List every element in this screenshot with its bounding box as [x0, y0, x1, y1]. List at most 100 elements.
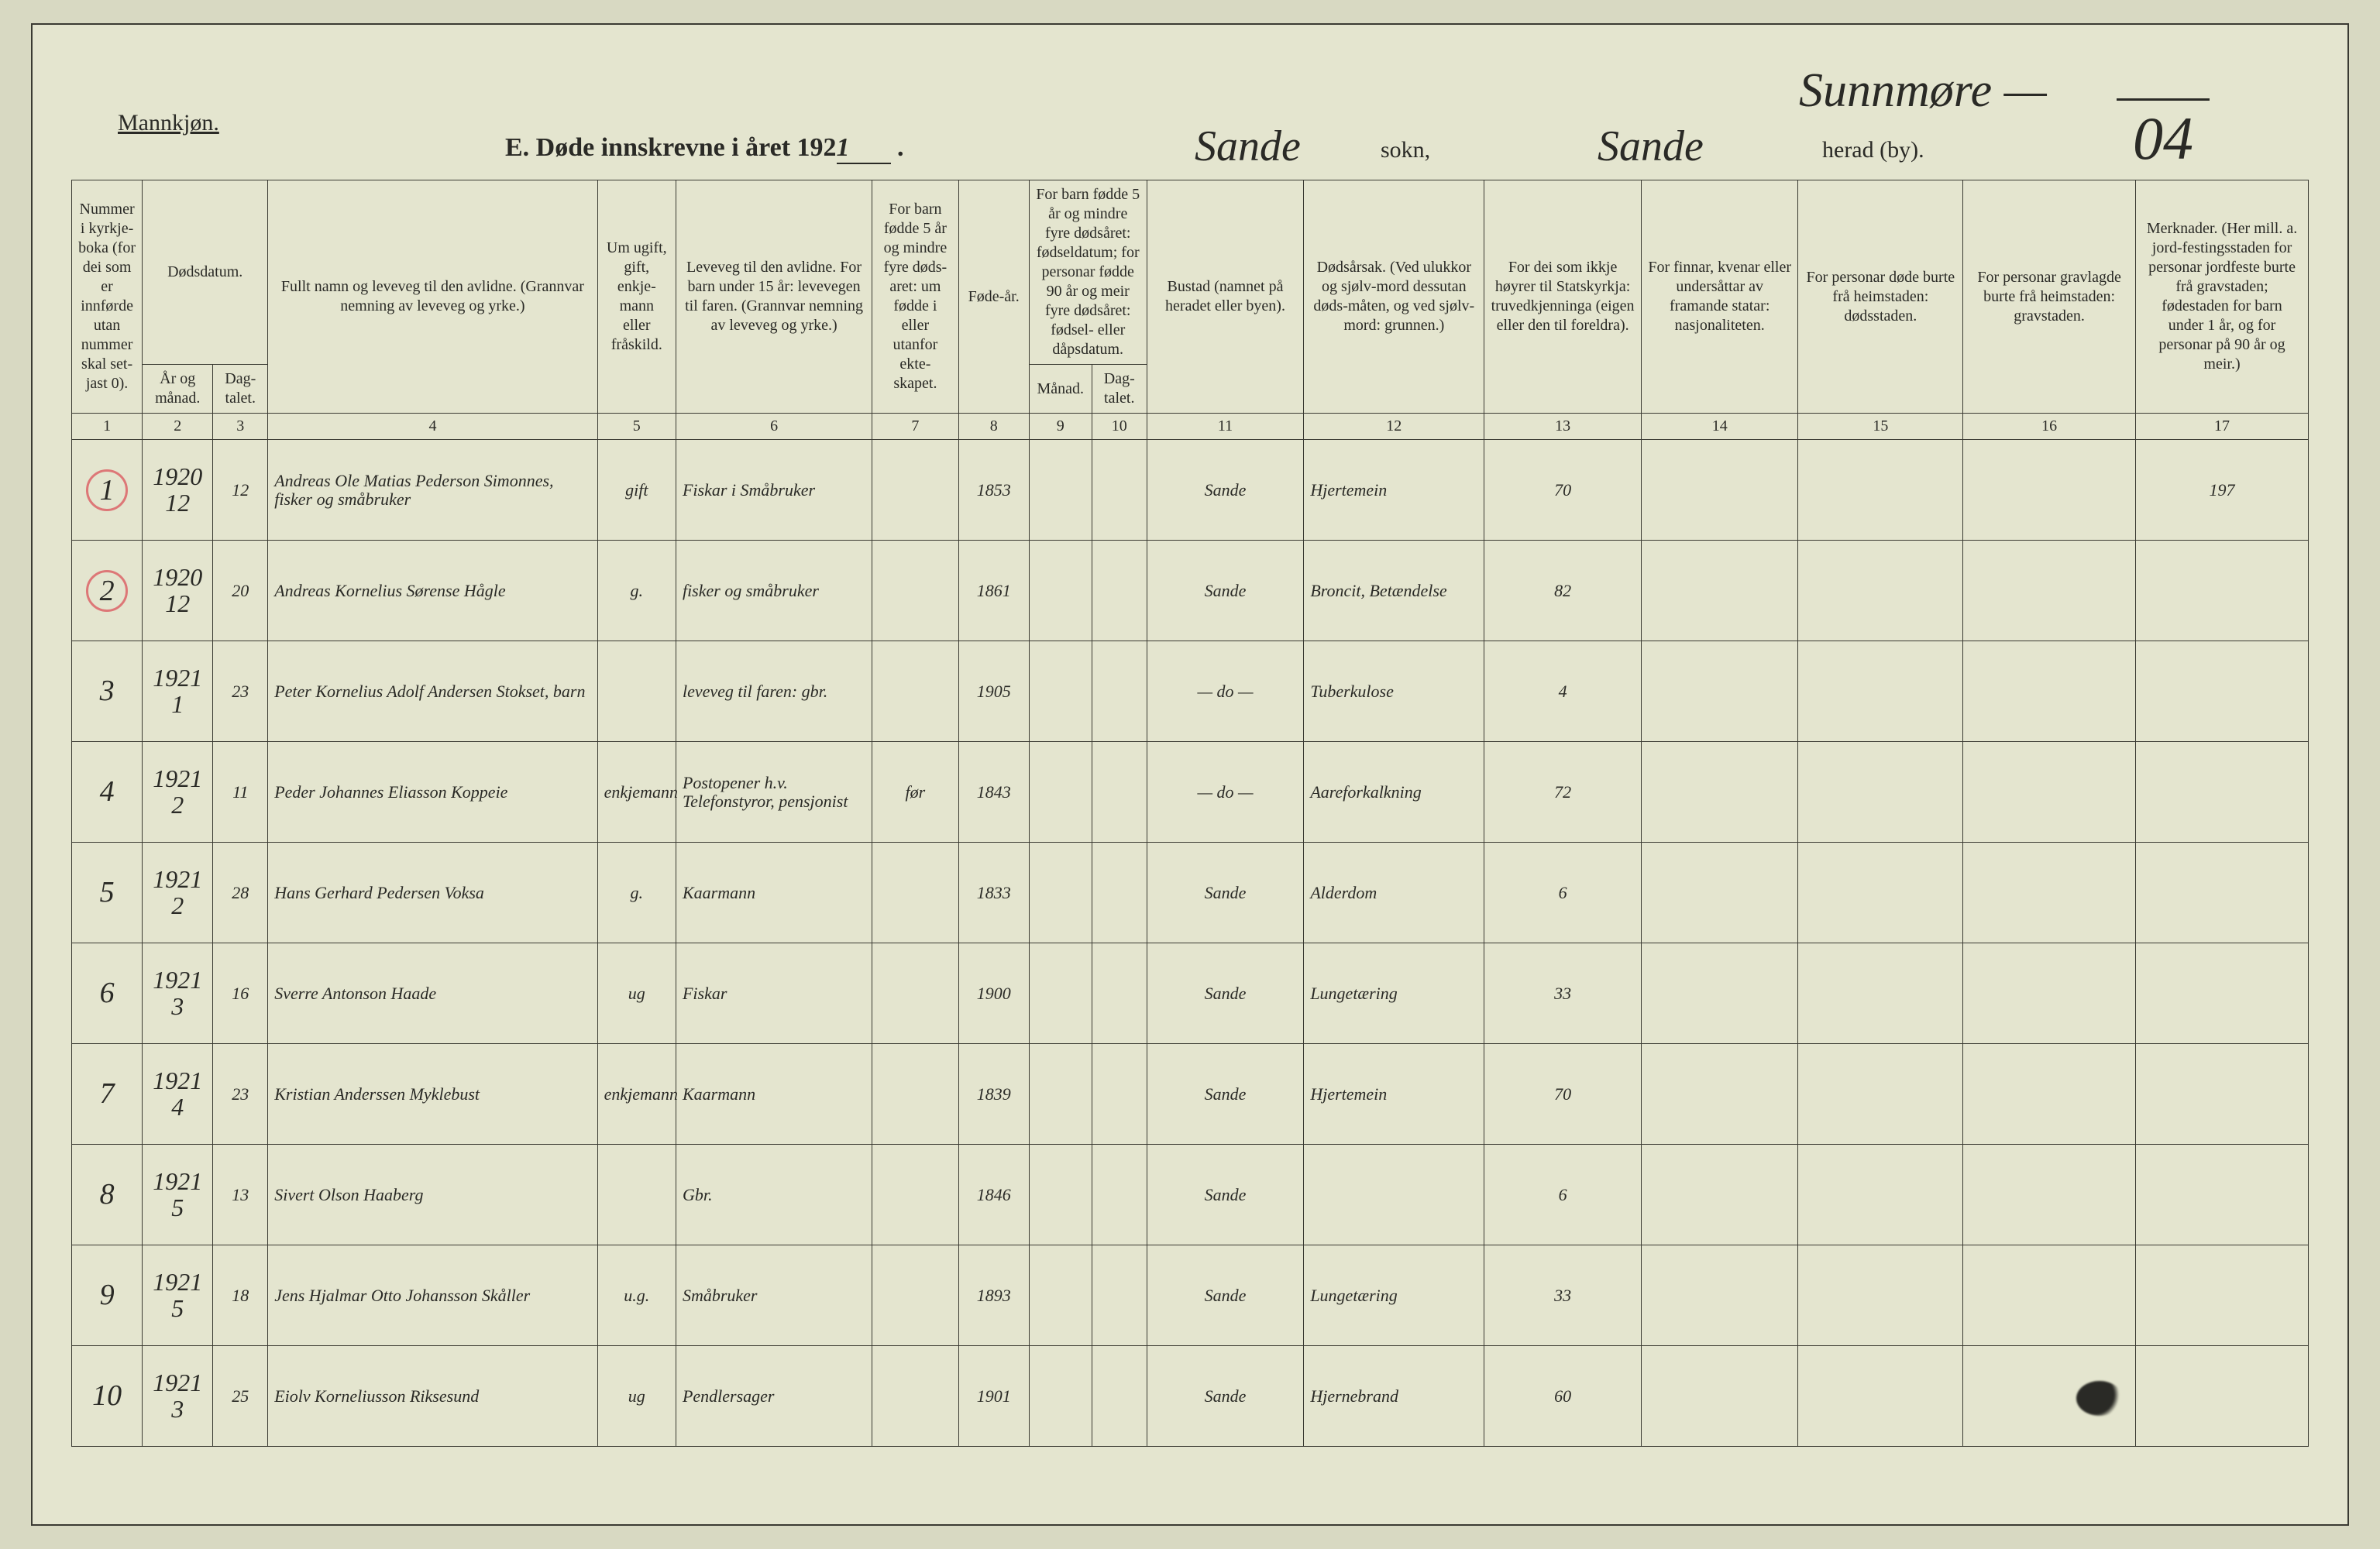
cell-c9	[1029, 541, 1092, 641]
cell-marital	[597, 1145, 676, 1245]
death-register-table: Nummer i kyrkje-boka (for dei som er inn…	[71, 180, 2309, 1447]
cell-c14	[1641, 541, 1798, 641]
cell-residence: Sande	[1147, 1044, 1304, 1145]
cell-marital: enkjemann	[597, 1044, 676, 1145]
cell-name: Eiolv Korneliusson Riksesund	[268, 1346, 597, 1447]
cell-name: Sverre Antonson Haade	[268, 943, 597, 1044]
cell-name: Andreas Kornelius Sørense Hågle	[268, 541, 597, 641]
title-prefix: E. Døde innskrevne i året 192	[505, 133, 837, 162]
table-row: 61921316Sverre Antonson HaadeugFiskar190…	[72, 943, 2309, 1044]
cell-year-month: 19213	[143, 943, 213, 1044]
cell-c7	[872, 440, 958, 541]
col-header-12: Dødsårsak. (Ved ulukkor og sjølv-mord de…	[1304, 180, 1484, 414]
cell-name: Sivert Olson Haaberg	[268, 1145, 597, 1245]
column-number-row: 1 2 3 4 5 6 7 8 9 10 11 12 13 14 15 16 1…	[72, 414, 2309, 440]
col-header-14: For finnar, kvenar eller undersåttar av …	[1641, 180, 1798, 414]
cell-marital: u.g.	[597, 1245, 676, 1346]
cell-c9	[1029, 1346, 1092, 1447]
col-header-4: Fullt namn og leveveg til den avlidne. (…	[268, 180, 597, 414]
cell-marital: g.	[597, 541, 676, 641]
table-row: 101921325Eiolv Korneliusson RiksesundugP…	[72, 1346, 2309, 1447]
col-header-7: For barn fødde 5 år og mindre fyre døds-…	[872, 180, 958, 414]
cell-birthyear: 1843	[958, 742, 1029, 843]
cell-c14	[1641, 440, 1798, 541]
cell-residence: Sande	[1147, 1245, 1304, 1346]
colnum: 16	[1963, 414, 2136, 440]
cell-c16	[1963, 943, 2136, 1044]
cell-number: 1	[72, 440, 143, 541]
cell-number: 5	[72, 843, 143, 943]
table-row: 31921123Peter Kornelius Adolf Andersen S…	[72, 641, 2309, 742]
col-header-11: Bustad (namnet på heradet eller byen).	[1147, 180, 1304, 414]
cell-cause: Aareforkalkning	[1304, 742, 1484, 843]
colnum: 7	[872, 414, 958, 440]
cell-c16	[1963, 440, 2136, 541]
colnum: 8	[958, 414, 1029, 440]
cell-c10	[1092, 641, 1147, 742]
cell-c13: 6	[1484, 843, 1642, 943]
cell-residence: Sande	[1147, 943, 1304, 1044]
cell-cause	[1304, 1145, 1484, 1245]
cell-c15	[1798, 943, 1963, 1044]
colnum: 15	[1798, 414, 1963, 440]
form-title: E. Døde innskrevne i året 1921 .	[505, 133, 904, 164]
cell-c17	[2136, 1044, 2309, 1145]
cell-year-month: 19215	[143, 1245, 213, 1346]
cell-c7: før	[872, 742, 958, 843]
cell-c13: 4	[1484, 641, 1642, 742]
cell-cause: Tuberkulose	[1304, 641, 1484, 742]
cell-number: 9	[72, 1245, 143, 1346]
cell-cause: Hjernebrand	[1304, 1346, 1484, 1447]
cell-year-month: 19214	[143, 1044, 213, 1145]
cell-c7	[872, 943, 958, 1044]
cell-c14	[1641, 1145, 1798, 1245]
cell-number: 6	[72, 943, 143, 1044]
colnum: 13	[1484, 414, 1642, 440]
col-header-16: For personar gravlagde burte frå heimsta…	[1963, 180, 2136, 414]
cell-occupation: Gbr.	[676, 1145, 872, 1245]
cell-c14	[1641, 1245, 1798, 1346]
cell-c13: 33	[1484, 1245, 1642, 1346]
cell-c16	[1963, 1145, 2136, 1245]
colnum: 5	[597, 414, 676, 440]
cell-c13: 70	[1484, 1044, 1642, 1145]
cell-c13: 70	[1484, 440, 1642, 541]
cell-c17	[2136, 641, 2309, 742]
cell-cause: Lungetæring	[1304, 1245, 1484, 1346]
cell-c7	[872, 641, 958, 742]
cell-c13: 72	[1484, 742, 1642, 843]
cell-c13: 82	[1484, 541, 1642, 641]
cell-c14	[1641, 943, 1798, 1044]
cell-marital: gift	[597, 440, 676, 541]
col-header-1: Nummer i kyrkje-boka (for dei som er inn…	[72, 180, 143, 414]
cell-year-month: 19212	[143, 742, 213, 843]
cell-marital: ug	[597, 943, 676, 1044]
colnum: 6	[676, 414, 872, 440]
title-year-blank: 1	[837, 133, 891, 164]
cell-c9	[1029, 1245, 1092, 1346]
cell-c14	[1641, 1044, 1798, 1145]
cell-c14	[1641, 1346, 1798, 1447]
cell-marital	[597, 641, 676, 742]
col-header-8: Føde-år.	[958, 180, 1029, 414]
cell-c9	[1029, 1145, 1092, 1245]
cell-cause: Lungetæring	[1304, 943, 1484, 1044]
cell-c17	[2136, 843, 2309, 943]
cell-c17: 197	[2136, 440, 2309, 541]
cell-marital: enkjemann	[597, 742, 676, 843]
cell-c10	[1092, 1044, 1147, 1145]
cell-birthyear: 1839	[958, 1044, 1029, 1145]
cell-c16	[1963, 541, 2136, 641]
cell-residence: Sande	[1147, 1346, 1304, 1447]
cell-occupation: Postopener h.v. Telefonstyror, pensjonis…	[676, 742, 872, 843]
gender-label: Mannkjøn.	[118, 110, 219, 136]
cell-number: 4	[72, 742, 143, 843]
cell-year-month: 192012	[143, 440, 213, 541]
cell-c7	[872, 843, 958, 943]
cell-number: 10	[72, 1346, 143, 1447]
cell-birthyear: 1901	[958, 1346, 1029, 1447]
page-number-hand: 04	[2117, 98, 2210, 173]
col-header-2: År og månad.	[143, 365, 213, 414]
cell-occupation: Kaarmann	[676, 843, 872, 943]
cell-c13: 6	[1484, 1145, 1642, 1245]
